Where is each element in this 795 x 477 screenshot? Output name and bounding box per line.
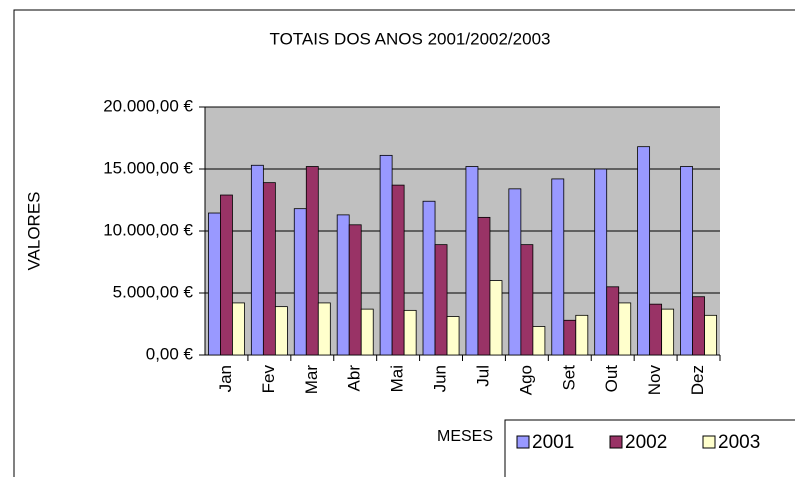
- bar: [232, 302, 245, 356]
- bar: [594, 168, 608, 356]
- bar: [305, 166, 319, 356]
- x-tick-label: Jun: [431, 365, 450, 392]
- x-axis-title: MESES: [437, 428, 493, 445]
- bar: [293, 208, 307, 356]
- legend-box: [504, 419, 795, 477]
- legend-swatch: [702, 435, 716, 449]
- x-tick-label: Nov: [645, 365, 664, 396]
- y-tick-label: 15.000,00 €: [103, 158, 193, 177]
- bar: [274, 306, 288, 356]
- bar: [618, 302, 632, 356]
- legend-swatch: [516, 435, 530, 449]
- bar: [637, 146, 651, 356]
- bar: [348, 224, 362, 356]
- bar: [379, 154, 393, 356]
- bar: [489, 280, 503, 356]
- bar: [262, 182, 276, 356]
- bar: [606, 286, 620, 356]
- x-tick-label: Jan: [216, 365, 235, 392]
- bar: [446, 316, 460, 356]
- bar: [434, 244, 448, 356]
- bar: [317, 302, 331, 356]
- bar: [360, 308, 374, 356]
- bar: [520, 244, 534, 356]
- y-tick-label: 5.000,00 €: [113, 282, 194, 301]
- legend-label: 2001: [532, 432, 574, 453]
- y-axis-title: VALORES: [24, 191, 43, 270]
- bar: [403, 309, 417, 356]
- y-tick-label: 10.000,00 €: [103, 220, 193, 239]
- bar: [551, 178, 565, 356]
- bar: [532, 326, 546, 356]
- x-tick-label: Dez: [688, 365, 707, 395]
- x-tick-label: Mar: [302, 365, 321, 395]
- x-tick-label: Jul: [473, 365, 492, 387]
- bar: [704, 314, 717, 356]
- bar: [336, 214, 350, 356]
- y-tick-label: 20.000,00 €: [103, 96, 193, 115]
- legend-label: 2002: [625, 432, 667, 453]
- chart-title: TOTAIS DOS ANOS 2001/2002/2003: [270, 29, 551, 48]
- bar: [391, 184, 405, 356]
- bar: [208, 212, 221, 356]
- x-tick-label: Set: [559, 365, 578, 391]
- bar: [649, 303, 663, 356]
- bar: [250, 164, 264, 356]
- bar: [477, 216, 491, 356]
- legend-swatch: [609, 435, 623, 449]
- bar: [680, 166, 693, 356]
- x-tick-label: Abr: [345, 365, 364, 392]
- bar: [220, 194, 233, 356]
- x-tick-label: Ago: [516, 365, 535, 395]
- legend-label: 2003: [718, 432, 760, 453]
- y-tick-label: 0,00 €: [146, 344, 194, 363]
- bar: [692, 296, 705, 356]
- x-tick-label: Out: [602, 365, 621, 393]
- bar: [575, 314, 589, 356]
- x-tick-label: Mai: [388, 365, 407, 392]
- bar: [563, 319, 577, 356]
- bar: [465, 166, 479, 356]
- bar: [422, 200, 436, 356]
- x-tick-label: Fev: [259, 365, 278, 394]
- bar: [508, 188, 522, 356]
- bar: [661, 308, 675, 356]
